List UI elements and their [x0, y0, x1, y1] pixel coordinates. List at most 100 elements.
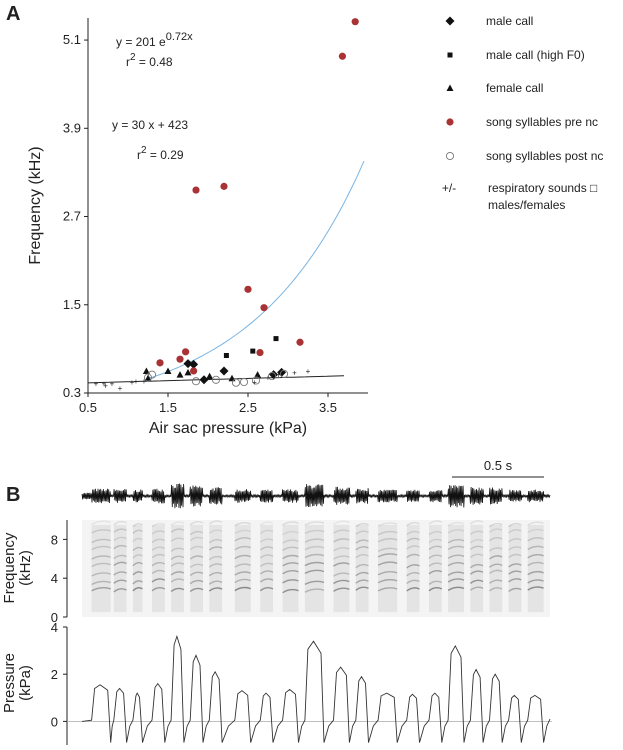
spectrogram-harmonic [91, 529, 111, 534]
spectrogram-harmonic [189, 587, 204, 593]
spectrogram-harmonic [132, 537, 143, 543]
spectrogram-harmonic [132, 554, 143, 559]
spectrogram-noise [508, 524, 522, 613]
r2-superscript: 2 [141, 145, 147, 156]
spectrogram-harmonic [170, 571, 185, 576]
spectrogram-harmonic [91, 562, 111, 568]
spectrogram-harmonic [132, 522, 143, 528]
spectrogram-harmonic [170, 587, 185, 593]
spectrogram-harmonic [428, 545, 443, 550]
spectrogram-harmonic [208, 563, 223, 568]
data-point-plus-minus: + [292, 368, 297, 377]
legend-label-line2: males/females [488, 198, 565, 212]
spectrogram-harmonic [259, 587, 274, 592]
spectrogram-harmonic [469, 563, 484, 569]
spectrogram-harmonic [447, 529, 465, 534]
spectrogram-harmonic [91, 555, 111, 560]
spectrogram-harmonic [170, 562, 185, 567]
spectrogram-harmonic [377, 561, 398, 566]
spectrogram-harmonic [469, 538, 484, 544]
spectrogram-harmonic [489, 569, 503, 575]
spectrogram-noise [209, 524, 223, 613]
spectrogram-y-label-units: (kHz) [17, 550, 34, 586]
pressure-trace [81, 634, 551, 743]
spectrogram-harmonic [259, 538, 274, 543]
y-tick-label: 1.5 [63, 297, 81, 312]
spectrogram-harmonic [508, 570, 522, 575]
data-point-circle-open [143, 373, 153, 382]
data-point-circle-filled [244, 285, 252, 293]
spectrogram-noise [470, 524, 484, 613]
spectrogram-noise [406, 524, 420, 613]
spectrogram-harmonic [151, 578, 166, 583]
spectrogram-harmonic [170, 537, 185, 542]
spectrogram-harmonic [527, 570, 544, 576]
spectrogram-harmonic [447, 571, 465, 576]
panel-b-label: B [6, 484, 20, 506]
spectrogram-harmonic [304, 569, 325, 575]
spectrogram-harmonic [304, 561, 325, 567]
spectrogram-harmonic [333, 579, 350, 585]
data-point-circle-filled [182, 348, 190, 356]
spectrogram-noise [448, 524, 465, 613]
data-point-diamond [199, 375, 209, 385]
exp-fit-r2: r2 = 0.48 [126, 52, 173, 69]
spectrogram-harmonic [527, 528, 544, 534]
spectrogram-harmonic [355, 571, 369, 577]
spectrogram-harmonic [91, 545, 111, 551]
legend-marker-circle-open [445, 151, 455, 161]
spectrogram-harmonic [527, 521, 544, 526]
legend: male call male call (high F0) female call s… [442, 14, 604, 212]
data-point-triangle [206, 372, 214, 380]
exp-fit-equation: y = 201 e0.72x [116, 31, 193, 49]
spectrogram-harmonic [189, 555, 204, 560]
spectrogram-harmonic [447, 578, 465, 583]
spectrogram-harmonic [304, 538, 325, 543]
legend-label: song syllables pre nc [486, 115, 598, 129]
data-point-plus-minus: + [266, 374, 271, 383]
spectrogram-harmonic [489, 522, 503, 528]
spectrogram-harmonic [428, 538, 443, 544]
spectrogram-harmonic [333, 520, 350, 525]
spectrogram-harmonic [527, 545, 544, 551]
x-tick-label: 3.5 [319, 400, 337, 415]
spectrogram-harmonic [377, 522, 398, 527]
spectrogram-harmonic [428, 554, 443, 559]
spectrogram-harmonic [113, 554, 127, 560]
scale-bar-label: 0.5 s [484, 458, 513, 473]
data-point-circle-filled [192, 186, 200, 194]
spectrogram-noise [333, 524, 350, 613]
spectrogram-harmonic [259, 521, 274, 526]
spectrogram-noise [234, 524, 251, 613]
spectrogram-harmonic [91, 538, 111, 544]
spectrogram-harmonic [113, 528, 127, 533]
spectrogram-harmonic [447, 562, 465, 567]
spectrogram-noise [152, 524, 165, 613]
spectrogram-harmonic [189, 545, 204, 551]
spectrogram-harmonic [489, 563, 503, 568]
spectrogram-y-tick-label: 0 [51, 610, 58, 625]
spectrogram-harmonic [234, 537, 251, 542]
spectrogram-harmonic [377, 530, 398, 536]
spectrogram-harmonic [208, 587, 223, 592]
data-point-diamond [189, 359, 199, 369]
spectrogram-harmonic [259, 546, 274, 551]
spectrogram-harmonic [151, 553, 166, 559]
spectrogram-harmonic [355, 546, 369, 551]
data-point-square [223, 353, 229, 358]
spectrogram-harmonic [406, 545, 420, 550]
spectrogram-noise [527, 524, 544, 613]
spectrogram-harmonic [170, 555, 185, 560]
spectrogram-harmonic [508, 529, 522, 534]
spectrogram-harmonic [234, 522, 251, 527]
spectrogram-harmonic [259, 578, 274, 583]
spectrogram-harmonic [469, 553, 484, 558]
spectrogram-harmonic [132, 529, 143, 534]
spectrogram-harmonic [282, 562, 299, 567]
spectrogram-harmonic [406, 553, 420, 559]
y-tick-label: 5.1 [63, 32, 81, 47]
spectrogram-noise [378, 524, 398, 613]
pressure-y-tick-label: 4 [51, 620, 58, 635]
data-point-circle-filled [338, 52, 346, 60]
